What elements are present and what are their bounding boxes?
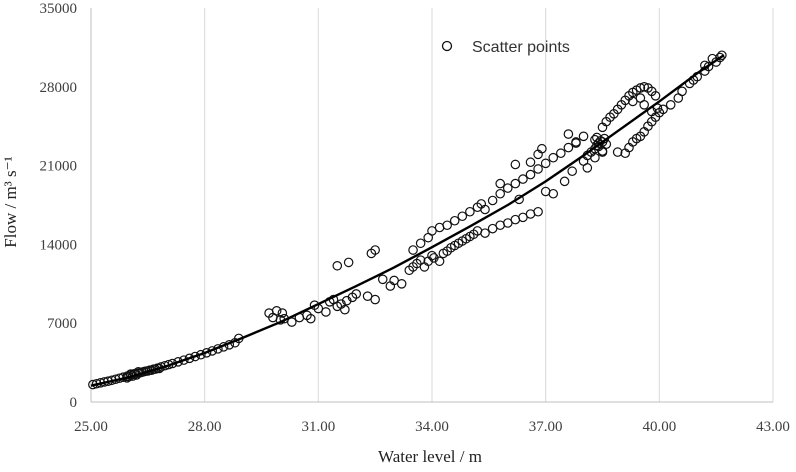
y-tick-label: 35000 xyxy=(40,1,78,17)
scatter-point xyxy=(525,169,536,180)
scatter-point xyxy=(184,353,195,364)
scatter-point xyxy=(533,206,543,217)
tick-labels-layer: 25.00 28.00 31.00 34.00 37.00 40.00 43.00 0 7000… xyxy=(40,1,790,435)
scatter-point xyxy=(650,91,661,101)
scatter-point xyxy=(321,307,331,317)
legend-label: Scatter points xyxy=(472,39,570,56)
scatter-point xyxy=(449,215,460,226)
axes-layer xyxy=(90,8,773,403)
scatter-point xyxy=(495,178,505,189)
x-tick-label: 31.00 xyxy=(301,419,335,435)
scatter-point xyxy=(703,61,714,72)
legend: Scatter points xyxy=(441,39,570,56)
scatter-point xyxy=(427,250,437,261)
x-tick-label: 34.00 xyxy=(415,419,449,435)
scatter-point xyxy=(540,158,551,169)
scatter-point xyxy=(480,204,490,215)
scatter-point xyxy=(563,142,574,153)
scatter-point xyxy=(518,174,528,184)
scatter-point xyxy=(578,131,589,142)
scatter-point xyxy=(370,245,380,255)
scatter-point xyxy=(305,313,316,324)
fit-curve xyxy=(90,54,725,387)
scatter-point xyxy=(351,289,362,299)
scatter-point xyxy=(271,306,282,316)
x-tick-label: 25.00 xyxy=(74,419,108,435)
scatter-point xyxy=(434,256,445,267)
scatter-point xyxy=(639,82,649,92)
x-tick-label: 40.00 xyxy=(642,419,676,435)
scatter-point xyxy=(415,238,426,249)
scatter-point xyxy=(717,50,727,61)
y-axis-title: Flow / m³ s⁻¹ xyxy=(1,156,20,247)
scatter-point xyxy=(556,148,566,159)
legend-marker xyxy=(441,40,453,52)
scatter-point xyxy=(370,294,380,305)
x-tick-label: 37.00 xyxy=(529,419,563,435)
x-tick-label: 28.00 xyxy=(188,419,222,435)
scatter-point xyxy=(340,304,350,315)
scatter-point xyxy=(457,211,468,222)
grid-layer xyxy=(90,8,774,402)
scatter-point xyxy=(548,188,559,199)
scatter-point xyxy=(480,228,490,238)
scatter-point xyxy=(429,253,439,263)
scatter-point xyxy=(582,163,593,173)
scatter-point xyxy=(567,166,577,177)
scatter-point xyxy=(533,164,543,174)
scatter-point xyxy=(408,245,418,255)
scatter-point xyxy=(343,257,354,268)
scatter-point xyxy=(465,206,475,217)
scatter-point xyxy=(442,220,452,231)
y-tick-label: 21000 xyxy=(40,159,78,175)
scatter-point xyxy=(563,129,574,139)
scatter-point xyxy=(635,83,646,93)
scatter-point xyxy=(537,143,547,154)
scatter-point xyxy=(658,104,668,115)
scatter-points-layer xyxy=(88,50,727,390)
scatter-point xyxy=(628,96,638,107)
scatter-point xyxy=(612,147,623,157)
scatter-point xyxy=(571,138,581,148)
scatter-point xyxy=(487,195,498,206)
x-tick-label: 43.00 xyxy=(756,419,790,435)
y-tick-label: 28000 xyxy=(40,80,78,96)
scatter-point xyxy=(502,183,513,193)
scatter-point xyxy=(548,152,559,163)
scatter-point xyxy=(677,86,687,97)
y-tick-label: 7000 xyxy=(47,316,77,332)
y-tick-label: 14000 xyxy=(40,237,78,253)
fit-line-layer xyxy=(90,54,725,387)
scatter-point xyxy=(525,157,536,168)
scatter-point xyxy=(665,100,676,110)
scatter-point xyxy=(133,367,144,377)
scatter-point xyxy=(510,178,521,189)
scatter-point xyxy=(510,159,521,170)
scatter-point xyxy=(592,132,602,143)
scatter-point xyxy=(715,52,725,63)
scatter-point xyxy=(495,188,505,199)
scatter-point xyxy=(559,176,570,187)
y-tick-label: 0 xyxy=(70,395,78,411)
x-axis-title: Water level / m xyxy=(378,447,482,466)
scatter-point xyxy=(332,260,343,271)
scatter-point xyxy=(277,308,288,318)
scatter-point xyxy=(341,295,352,306)
scatter-point xyxy=(396,278,407,289)
scatter-point xyxy=(179,355,189,365)
scatter-point xyxy=(377,274,388,285)
